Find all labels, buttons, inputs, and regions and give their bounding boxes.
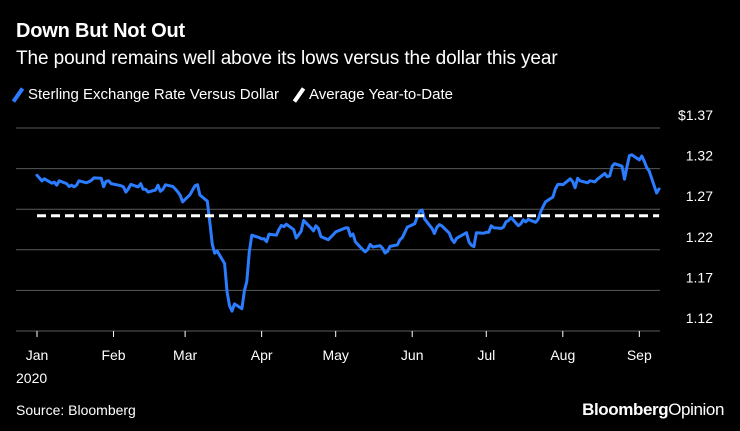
x-tick-label: Aug <box>550 347 575 363</box>
source-note: Source: Bloomberg <box>16 402 136 418</box>
sterling-series-line <box>35 153 661 313</box>
brand-light: Opinion <box>668 400 724 419</box>
y-tick-label: 1.27 <box>686 188 713 204</box>
y-tick-label: 1.22 <box>686 229 713 245</box>
y-tick-label: 1.32 <box>686 148 713 164</box>
legend-item-average: Average Year-to-Date <box>292 86 453 103</box>
brand-bold: Bloomberg <box>582 400 669 419</box>
y-tick-label: 1.17 <box>686 269 713 285</box>
y-tick-label: 1.12 <box>686 310 713 326</box>
chart-title: Down But Not Out <box>16 20 185 42</box>
x-tick-label: Feb <box>101 347 125 363</box>
legend-label-average: Average Year-to-Date <box>308 86 453 103</box>
bloomberg-opinion-logo: BloombergOpinion <box>582 400 724 420</box>
x-tick-label: Sep <box>627 347 652 363</box>
legend-label-sterling: Sterling Exchange Rate Versus Dollar <box>28 86 279 103</box>
x-tick-label: Jul <box>477 347 495 363</box>
x-tick-label: Jun <box>401 347 424 363</box>
x-tick-label: Jan <box>26 347 49 363</box>
chart-subtitle: The pound remains well above its lows ve… <box>16 48 558 69</box>
x-tick-label: May <box>322 347 348 363</box>
y-tick-label: $1.37 <box>678 107 713 123</box>
legend-item-sterling: Sterling Exchange Rate Versus Dollar <box>11 86 279 103</box>
x-tick-label: Mar <box>173 347 197 363</box>
x-tick-label: Apr <box>251 347 273 363</box>
x-year-label: 2020 <box>16 370 47 386</box>
chart-legend: Sterling Exchange Rate Versus Dollar Ave… <box>11 86 471 103</box>
